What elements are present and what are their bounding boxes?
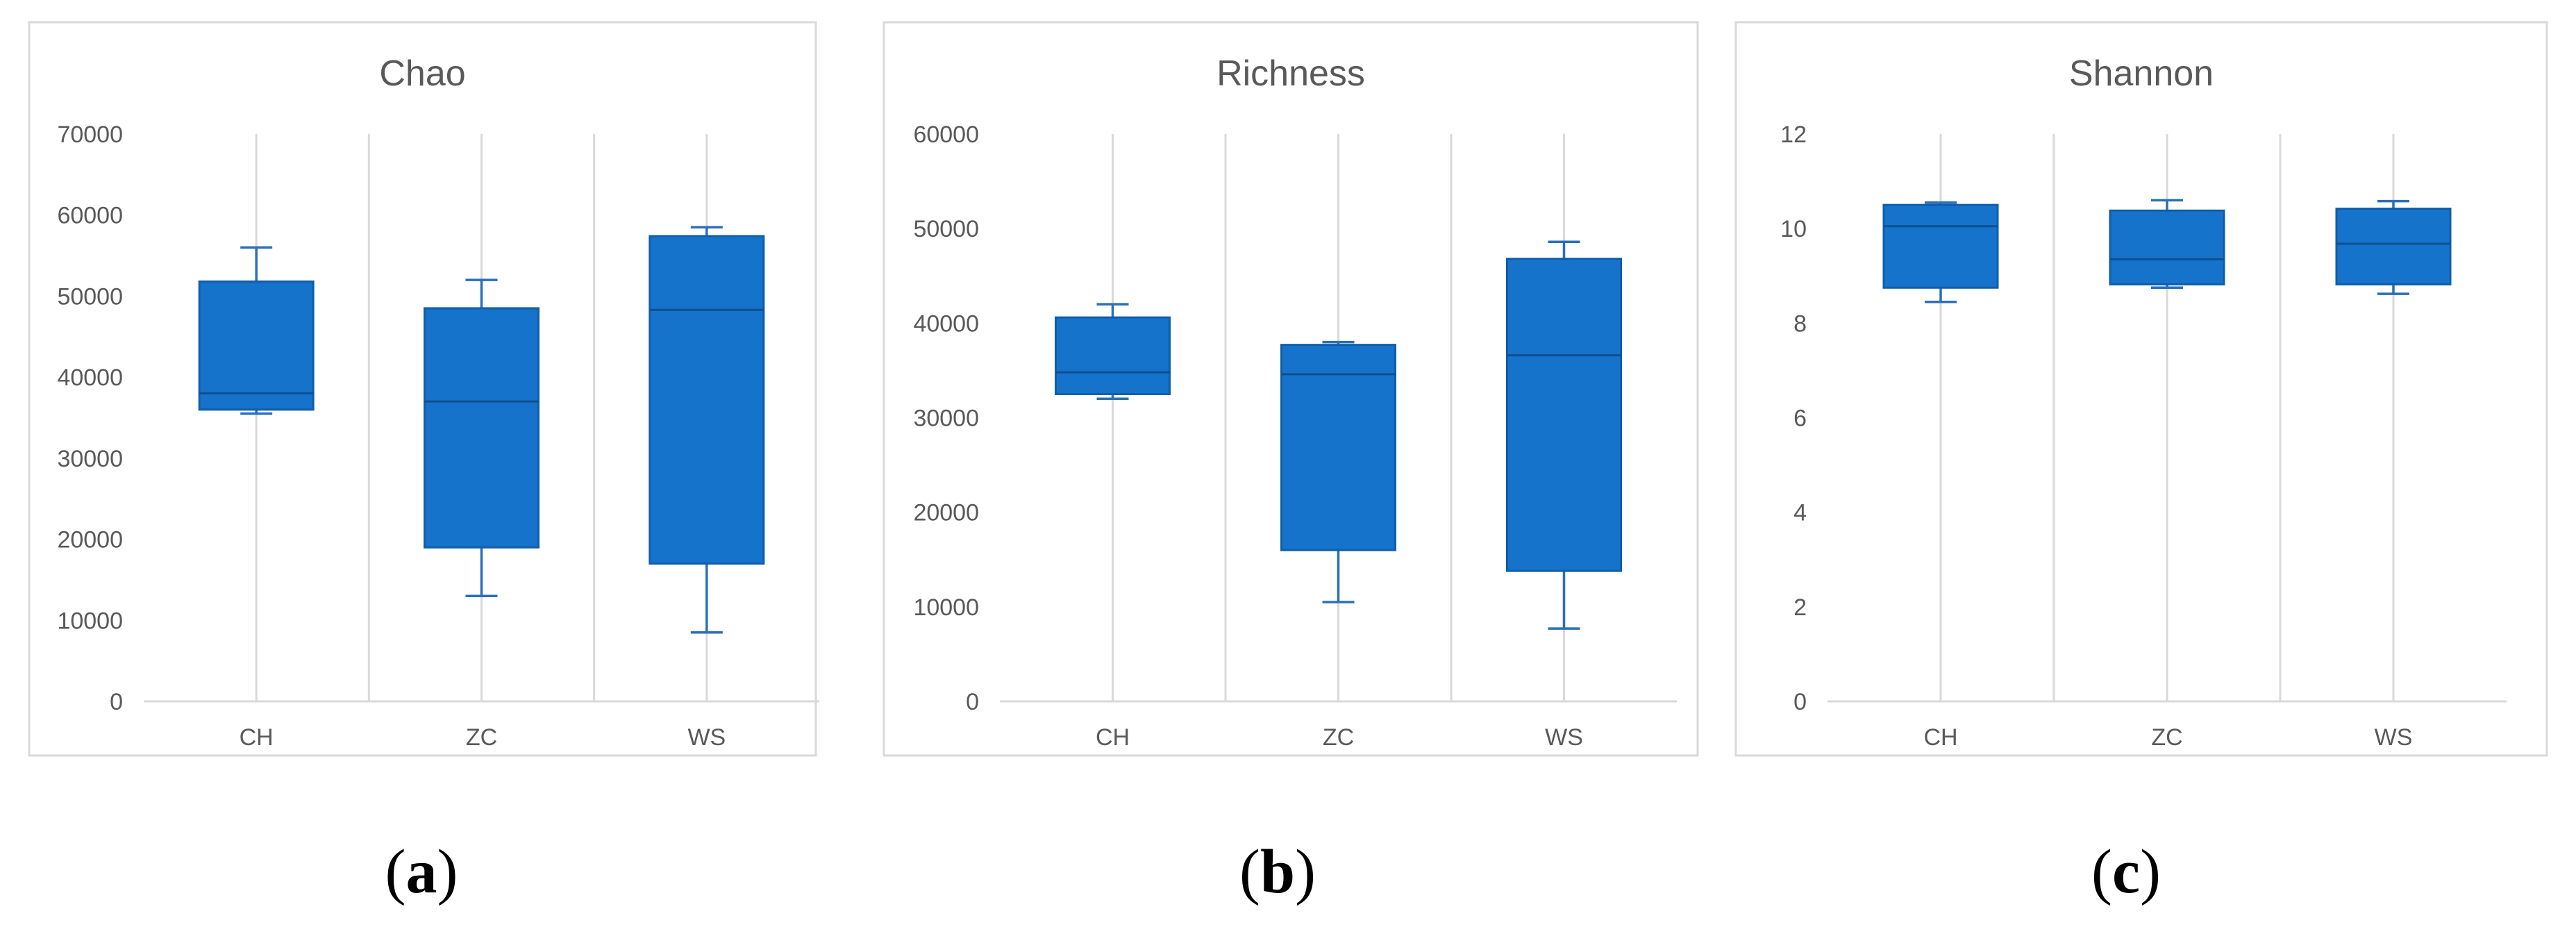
y-tick-label: 60000 [913,122,979,148]
box-zc [2109,199,2225,290]
chart-panel-richness: Richness 0 10000 20000 30000 40000 50000 60000 C… [883,21,1699,906]
panel-label: (a) [385,837,458,906]
y-tick-label: 70000 [57,122,123,148]
y-tick-label: 60000 [57,203,123,229]
y-tick-label: 30000 [57,446,123,472]
y-tick-label: 0 [1793,689,1807,715]
interquartile-box [2335,208,2452,286]
y-tick-label: 10000 [57,608,123,634]
y-tick-label: 10 [1780,216,1807,242]
box-ch [198,246,315,415]
interquartile-box [424,307,540,549]
y-tick-label: 40000 [57,365,123,391]
chart-title: Richness [1216,53,1365,94]
x-category-label: ZC [2151,724,2182,751]
panel-label-letter: b [1260,837,1295,906]
chart-panel-chao: Chao 0 10000 20000 30000 40000 50000 60000 70000… [28,21,819,906]
interquartile-box [1280,344,1396,551]
panel-label-paren: ) [2140,837,2161,906]
y-tick-label: 10000 [913,594,979,621]
x-category-label: CH [1096,724,1130,751]
box-ch [1882,201,1999,303]
box-ws [1506,240,1622,630]
y-tick-label: 0 [966,689,979,715]
interquartile-box [1055,316,1171,395]
y-tick-label: 6 [1793,406,1807,432]
x-category-label: WS [687,724,726,751]
box-zc [1280,340,1396,603]
y-tick-label: 4 [1793,500,1807,526]
panel-label: (b) [1239,837,1316,906]
interquartile-box [1882,203,1999,289]
x-category-label: CH [240,724,274,751]
box-ws [2335,199,2452,295]
y-tick-label: 50000 [913,216,979,242]
y-tick-label: 50000 [57,283,123,310]
interquartile-box [2109,209,2225,286]
panel-label-paren: ) [1295,837,1316,906]
panel-label-paren: ( [385,837,406,906]
x-category-label: WS [2375,724,2413,751]
box-ch [1055,303,1171,401]
y-tick-label: 40000 [913,310,979,337]
chart-frame [1734,21,2548,757]
chart-panel-shannon: Shannon 0 2 4 6 8 10 12 CH ZC WS (c) [1734,21,2548,906]
chart-title: Chao [379,53,465,94]
panel-label-letter: a [406,837,437,906]
y-tick-label: 12 [1780,122,1807,148]
y-tick-label: 30000 [913,406,979,432]
panel-label-letter: c [2112,837,2140,906]
panel-label-paren: ) [437,837,458,906]
interquartile-box [1506,258,1622,572]
panel-label-paren: ( [1239,837,1260,906]
interquartile-box [649,235,765,565]
chart-title: Shannon [2069,53,2214,94]
x-category-label: ZC [466,724,497,751]
panel-label-paren: ( [2091,837,2112,906]
y-tick-label: 2 [1793,594,1807,621]
y-tick-label: 8 [1793,310,1807,337]
y-tick-label: 20000 [57,527,123,553]
y-tick-label: 20000 [913,500,979,526]
x-category-label: ZC [1323,724,1354,751]
y-tick-label: 0 [110,689,123,715]
x-category-label: WS [1545,724,1583,751]
box-ws [649,226,765,634]
panel-label: (c) [2091,837,2161,906]
interquartile-box [198,280,315,411]
x-category-label: CH [1923,724,1957,751]
box-zc [424,278,540,598]
